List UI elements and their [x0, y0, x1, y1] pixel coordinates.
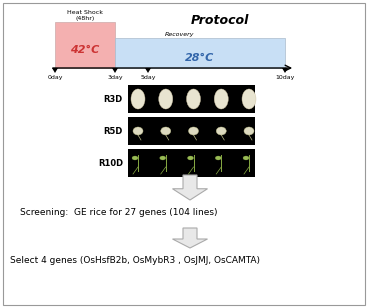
Ellipse shape — [216, 127, 226, 135]
Ellipse shape — [133, 127, 143, 135]
Text: R5D: R5D — [104, 127, 123, 136]
Text: 28°C: 28°C — [185, 53, 215, 63]
Ellipse shape — [214, 89, 228, 109]
Bar — [128, 117, 255, 145]
Ellipse shape — [132, 156, 138, 160]
Polygon shape — [282, 68, 288, 73]
Ellipse shape — [244, 127, 254, 135]
Ellipse shape — [215, 156, 221, 160]
Ellipse shape — [242, 89, 256, 109]
Bar — [55, 22, 115, 68]
Polygon shape — [173, 175, 208, 200]
Polygon shape — [145, 68, 151, 73]
Ellipse shape — [161, 127, 171, 135]
Text: R10D: R10D — [98, 159, 123, 168]
Polygon shape — [173, 228, 208, 248]
Polygon shape — [112, 68, 118, 73]
Ellipse shape — [187, 89, 201, 109]
Text: Heat Shock
(48hr): Heat Shock (48hr) — [67, 10, 103, 21]
Text: Recovery: Recovery — [165, 32, 195, 37]
Bar — [128, 85, 255, 113]
Polygon shape — [52, 68, 58, 73]
Ellipse shape — [188, 127, 198, 135]
Text: 0day: 0day — [47, 75, 63, 80]
Text: 5day: 5day — [140, 75, 156, 80]
Bar — [128, 149, 255, 177]
Text: 3day: 3day — [107, 75, 123, 80]
Text: Screening:  GE rice for 27 genes (104 lines): Screening: GE rice for 27 genes (104 lin… — [20, 208, 217, 217]
Ellipse shape — [131, 89, 145, 109]
Text: 10day: 10day — [275, 75, 295, 80]
Text: 42°C: 42°C — [70, 45, 100, 55]
Text: R3D: R3D — [104, 95, 123, 103]
Ellipse shape — [188, 156, 194, 160]
Text: Protocol: Protocol — [191, 14, 249, 27]
Ellipse shape — [243, 156, 249, 160]
Ellipse shape — [159, 89, 173, 109]
Text: Select 4 genes (OsHsfB2b, OsMybR3 , OsJMJ, OsCAMTA): Select 4 genes (OsHsfB2b, OsMybR3 , OsJM… — [10, 256, 260, 265]
Ellipse shape — [160, 156, 166, 160]
Bar — [115, 38, 285, 68]
